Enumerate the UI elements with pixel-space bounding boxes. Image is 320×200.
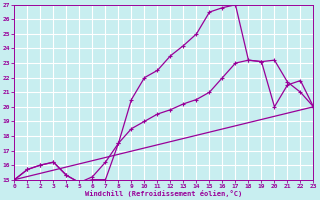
X-axis label: Windchill (Refroidissement éolien,°C): Windchill (Refroidissement éolien,°C): [85, 190, 243, 197]
